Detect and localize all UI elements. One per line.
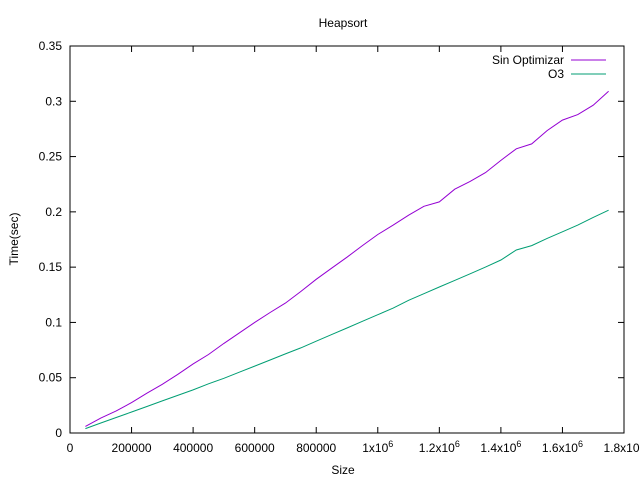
x-tick-label-base: 1.8x10 xyxy=(603,441,639,455)
x-tick-label: 200000 xyxy=(112,441,152,455)
series-layer xyxy=(85,90,609,430)
x-tick-label-exponent: 6 xyxy=(388,439,393,449)
x-tick-label: 1.2x106 xyxy=(419,439,460,455)
x-tick-label: 1.4x106 xyxy=(480,439,521,455)
x-tick-label-base: 0 xyxy=(67,441,74,455)
x-tick-label-exponent: 6 xyxy=(455,439,460,449)
y-tick-label: 0.05 xyxy=(39,371,63,385)
y-tick-label: 0.3 xyxy=(45,94,62,108)
legend-label: O3 xyxy=(548,67,564,81)
y-tick-label: 0.35 xyxy=(39,39,63,53)
x-tick-label: 600000 xyxy=(235,441,275,455)
y-axis: 0 0.05 0.1 0.15 0.2 0.25 0.3 0.35 xyxy=(39,39,624,440)
x-tick-label: 800000 xyxy=(296,441,336,455)
x-tick-label-base: 600000 xyxy=(235,441,275,455)
x-tick-label: 1.6x106 xyxy=(542,439,583,455)
y-tick-label: 0.25 xyxy=(39,150,63,164)
x-tick-label-base: 1.2x10 xyxy=(419,441,455,455)
legend-label: Sin Optimizar xyxy=(492,53,564,67)
x-axis: 0 200000 400000 600000 800000 1x106 1.2x106 1.4… xyxy=(67,46,640,455)
x-tick-label-base: 400000 xyxy=(173,441,213,455)
series-line-1 xyxy=(85,90,609,427)
x-tick-label: 400000 xyxy=(173,441,213,455)
plot-border xyxy=(69,45,625,434)
x-axis-label: Size xyxy=(331,463,355,477)
y-tick-label: 0.1 xyxy=(45,315,62,329)
x-tick-label-base: 800000 xyxy=(296,441,336,455)
x-tick-label-exponent: 6 xyxy=(578,439,583,449)
chart-title: Heapsort xyxy=(319,16,368,30)
y-tick-label: 0.2 xyxy=(45,205,62,219)
x-tick-label-base: 1.4x10 xyxy=(480,441,516,455)
y-tick-label: 0.15 xyxy=(39,260,63,274)
y-tick-label: 0 xyxy=(55,426,62,440)
x-tick-label: 1.8x106 xyxy=(603,439,640,455)
x-tick-label-base: 1.6x10 xyxy=(542,441,578,455)
x-tick-label-base: 1x10 xyxy=(362,441,388,455)
series-line-2 xyxy=(85,209,609,430)
x-tick-label: 0 xyxy=(67,441,74,455)
y-axis-label: Time(sec) xyxy=(7,213,21,266)
x-tick-label-base: 200000 xyxy=(112,441,152,455)
x-tick-label: 1x106 xyxy=(362,439,393,455)
x-tick-label-exponent: 6 xyxy=(516,439,521,449)
